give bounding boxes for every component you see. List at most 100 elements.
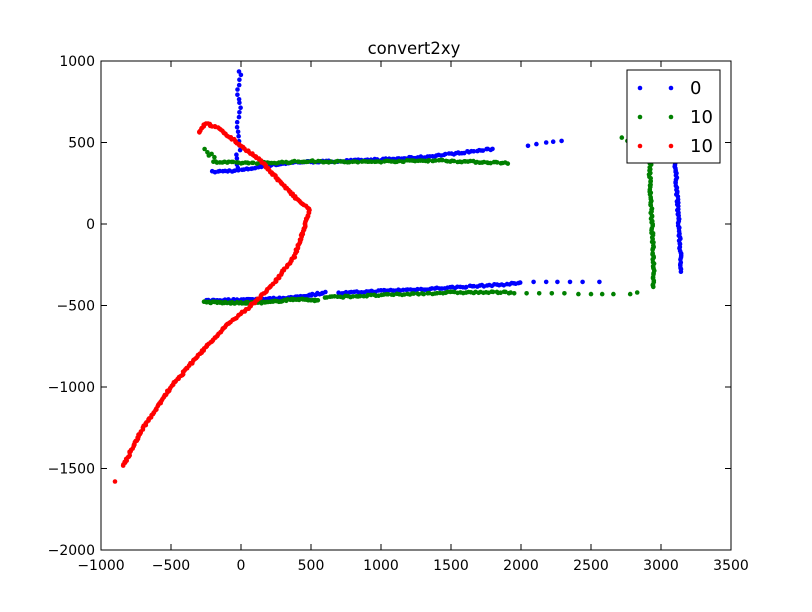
legend-marker [637,85,643,91]
data-point [567,279,573,285]
data-point [471,149,477,154]
chart-title: convert2xy [368,39,461,58]
data-point [112,479,118,484]
legend-label: 0 [690,78,701,99]
legend-marker [668,143,674,149]
data-point [236,82,242,88]
data-point [597,279,602,285]
data-point [328,159,334,164]
data-point [212,154,217,160]
x-tick-label: 2000 [503,558,539,574]
data-point [236,69,242,74]
data-point [588,291,594,297]
x-tick-label: −500 [152,558,190,574]
data-point [250,160,256,166]
legend-marker [668,85,674,91]
data-point [238,105,243,110]
data-point [396,158,402,164]
data-point [651,284,656,290]
legend: 0 10 10 [626,69,721,164]
data-point [443,151,448,157]
data-point [543,279,549,285]
x-tick-label: 2500 [573,558,609,574]
data-point [490,146,495,152]
y-tick-label: 500 [68,136,95,152]
data-point [236,133,241,139]
data-point [555,279,560,285]
data-point [235,92,240,97]
data-point [237,147,243,153]
data-point [415,286,420,292]
y-tick-label: −500 [57,299,95,315]
data-point [531,279,536,285]
data-point [471,283,477,289]
x-tick-label: 1500 [433,558,469,574]
y-tick-label: −2000 [48,543,95,559]
data-point [235,129,241,135]
data-point [562,291,567,296]
data-point [440,157,445,163]
data-point [524,291,529,296]
data-point [343,289,349,295]
legend-label: 10 [690,107,713,128]
data-point [508,290,513,295]
data-point [511,291,517,296]
data-point [355,159,361,165]
data-point [580,279,585,285]
data-point [627,291,633,297]
data-point [611,291,616,297]
data-point [534,141,539,147]
data-point [433,158,438,163]
data-point [315,298,321,303]
x-tick-label: 3000 [643,558,679,574]
data-point [619,135,625,140]
data-point [238,72,244,78]
y-tick-label: 0 [86,217,95,233]
data-point [236,114,242,120]
data-point [411,291,416,296]
data-point [451,158,457,164]
legend-marker [637,114,643,120]
y-tick-label: −1500 [48,462,95,478]
data-point [234,156,240,161]
data-point [237,100,242,105]
data-point [576,291,581,297]
data-point [234,152,239,157]
data-point [426,158,432,163]
x-tick-label: 3500 [713,558,749,574]
data-point [385,292,391,297]
data-point [323,289,328,295]
data-point [230,159,236,165]
legend-box [626,69,721,164]
data-point [421,291,427,297]
data-point [517,280,523,285]
data-point [543,140,549,145]
data-point [246,160,251,166]
data-point [292,158,297,164]
series-2 [112,121,312,484]
data-point [401,159,406,165]
data-point [464,284,469,290]
data-point [357,293,363,299]
data-point [599,291,605,297]
y-tick-label: 1000 [59,54,95,70]
data-point [549,291,555,296]
data-point [235,165,241,171]
data-point [237,77,242,82]
data-point [634,290,640,295]
data-point [536,291,542,296]
data-point [678,269,684,275]
legend-label: 10 [690,136,713,157]
data-point [120,463,126,468]
data-point [202,146,207,152]
data-point [498,290,503,296]
data-point [505,161,511,166]
x-tick-label: −1000 [77,558,124,574]
legend-marker [637,143,643,149]
data-point [235,87,240,92]
data-point [209,151,214,157]
data-point [550,139,556,144]
x-tick-label: 0 [237,558,246,574]
series-0 [204,69,684,304]
